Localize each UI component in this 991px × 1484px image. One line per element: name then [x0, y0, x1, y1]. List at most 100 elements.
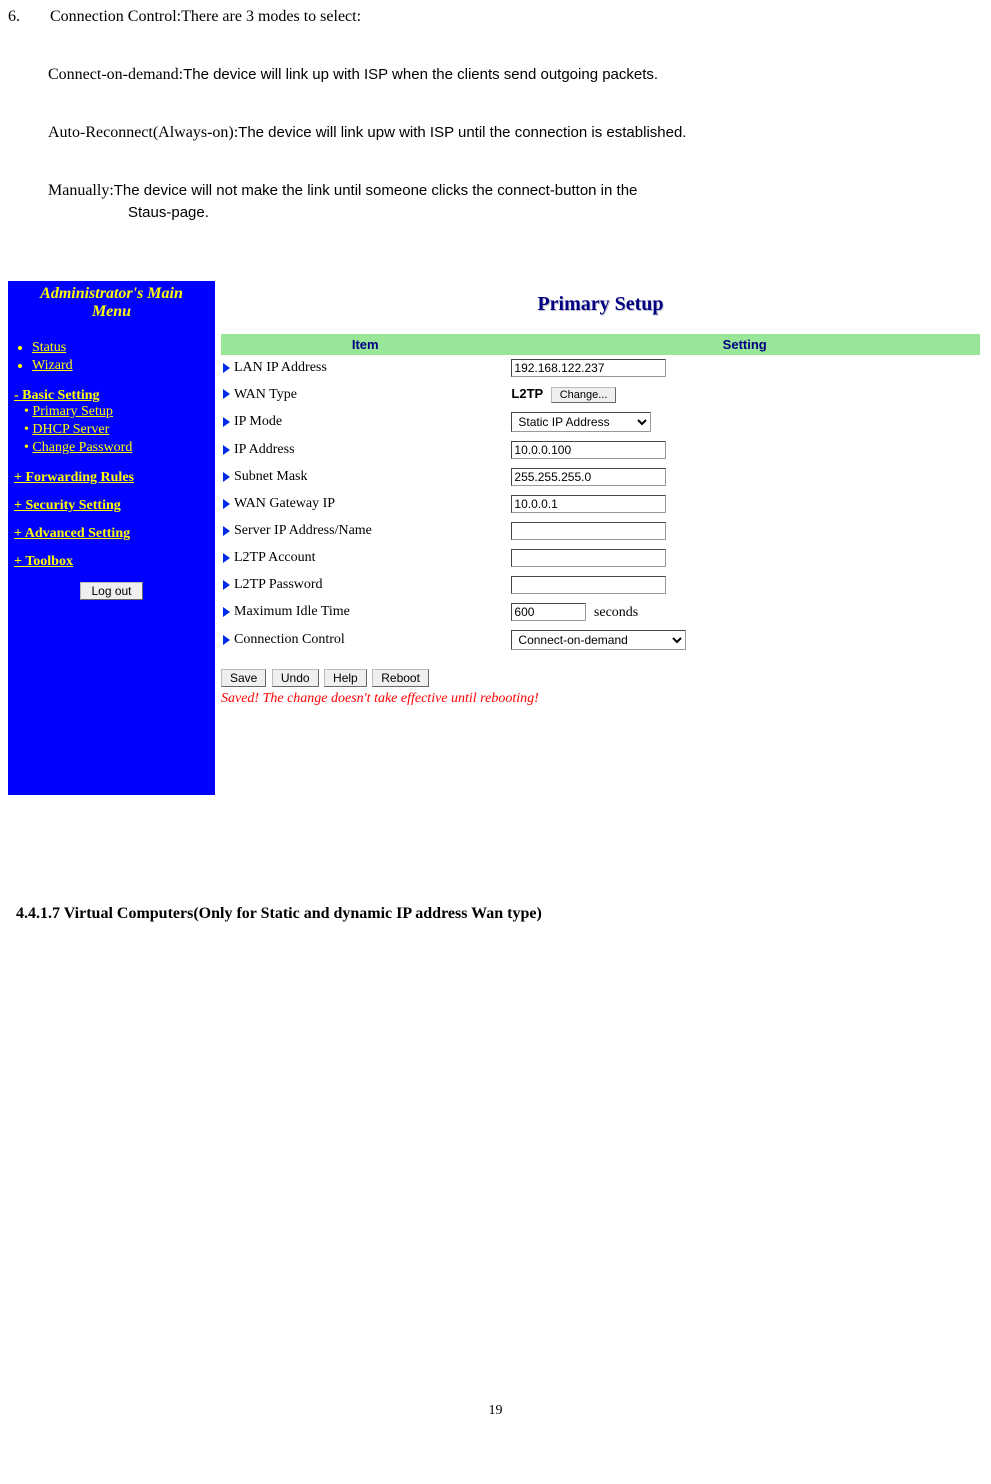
settings-table: Item Setting LAN IP Address WAN Type L2T… — [221, 334, 980, 655]
max-idle-input[interactable] — [511, 603, 586, 621]
wan-gateway-label-cell: WAN Gateway IP — [221, 491, 509, 518]
ip-address-value-cell — [509, 437, 980, 464]
ip-address-input[interactable] — [511, 441, 666, 459]
lan-ip-input[interactable] — [511, 359, 666, 377]
arrow-icon — [223, 445, 230, 455]
sidebar-basic-sublist: Primary Setup DHCP Server Change Passwor… — [24, 404, 209, 456]
doc-mode2: Auto-Reconnect(Always-on):The device wil… — [48, 124, 983, 142]
wizard-link[interactable]: Wizard — [32, 358, 73, 373]
l2tp-account-input[interactable] — [511, 549, 666, 567]
advanced-setting-link[interactable]: + Advanced Setting — [14, 526, 130, 541]
doc-mode1: Connect-on-demand:The device will link u… — [48, 66, 983, 84]
conn-control-label: Connection Control — [234, 632, 345, 647]
help-button[interactable]: Help — [324, 669, 367, 687]
sidebar-item-change-password: Change Password — [24, 440, 209, 456]
doc-mode3: Manually:The device will not make the li… — [48, 182, 983, 200]
l2tp-account-label-cell: L2TP Account — [221, 545, 509, 572]
subnet-mask-label: Subnet Mask — [234, 469, 308, 484]
l2tp-password-label: L2TP Password — [234, 577, 323, 592]
doc-text-block: 6. Connection Control:There are 3 modes … — [8, 8, 983, 221]
row-l2tp-account: L2TP Account — [221, 545, 980, 572]
row-conn-control: Connection Control Connect-on-demand — [221, 626, 980, 655]
l2tp-password-input[interactable] — [511, 576, 666, 594]
max-idle-suffix: seconds — [594, 605, 638, 620]
sidebar-title-line1: Administrator's Main — [40, 285, 183, 302]
wan-gateway-input[interactable] — [511, 495, 666, 513]
server-ip-input[interactable] — [511, 522, 666, 540]
page-title: Primary Setup — [221, 293, 980, 316]
subnet-mask-label-cell: Subnet Mask — [221, 464, 509, 491]
undo-button[interactable]: Undo — [272, 669, 319, 687]
admin-sidebar: Administrator's Main Menu Status Wizard … — [8, 281, 215, 795]
sidebar-item-dhcp-server: DHCP Server — [24, 422, 209, 438]
arrow-icon — [223, 526, 230, 536]
server-ip-label: Server IP Address/Name — [234, 523, 372, 538]
doc-item-6: 6. Connection Control:There are 3 modes … — [8, 8, 983, 26]
sidebar-security-setting: + Security Setting — [14, 498, 209, 514]
max-idle-label: Maximum Idle Time — [234, 604, 350, 619]
save-button[interactable]: Save — [221, 669, 266, 687]
sidebar-item-status: Status — [32, 340, 209, 356]
status-link[interactable]: Status — [32, 340, 66, 355]
lan-ip-label-cell: LAN IP Address — [221, 355, 509, 382]
logout-button[interactable]: Log out — [80, 582, 142, 600]
table-header-row: Item Setting — [221, 334, 980, 355]
security-setting-link[interactable]: + Security Setting — [14, 498, 121, 513]
wan-type-value-cell: L2TP Change... — [509, 382, 980, 408]
wan-gateway-value-cell — [509, 491, 980, 518]
ip-mode-label: IP Mode — [234, 414, 282, 429]
server-ip-value-cell — [509, 518, 980, 545]
sidebar-top-list: Status Wizard — [32, 340, 209, 374]
doc-item-text: There are 3 modes to select: — [181, 8, 361, 25]
doc-item-number: 6. — [8, 8, 46, 26]
toolbox-link[interactable]: + Toolbox — [14, 554, 73, 569]
basic-setting-link[interactable]: - Basic Setting — [14, 388, 100, 403]
arrow-icon — [223, 417, 230, 427]
arrow-icon — [223, 635, 230, 645]
arrow-icon — [223, 499, 230, 509]
col-setting: Setting — [509, 334, 980, 355]
wan-gateway-label: WAN Gateway IP — [234, 496, 335, 511]
server-ip-label-cell: Server IP Address/Name — [221, 518, 509, 545]
doc-item-label: Connection Control: — [50, 8, 181, 25]
reboot-button[interactable]: Reboot — [372, 669, 429, 687]
lan-ip-value-cell — [509, 355, 980, 382]
max-idle-label-cell: Maximum Idle Time — [221, 599, 509, 626]
sidebar-item-wizard: Wizard — [32, 358, 209, 374]
l2tp-password-value-cell — [509, 572, 980, 599]
save-message: Saved! The change doesn't take effective… — [221, 691, 980, 707]
arrow-icon — [223, 472, 230, 482]
change-password-link[interactable]: Change Password — [32, 440, 132, 455]
page-number: 19 — [8, 1403, 983, 1419]
change-wan-type-button[interactable]: Change... — [551, 387, 617, 403]
sidebar-forwarding-rules: + Forwarding Rules — [14, 470, 209, 486]
primary-setup-link[interactable]: Primary Setup — [32, 404, 113, 419]
col-item: Item — [221, 334, 509, 355]
row-wan-type: WAN Type L2TP Change... — [221, 382, 980, 408]
lan-ip-label: LAN IP Address — [234, 360, 327, 375]
ip-mode-label-cell: IP Mode — [221, 408, 509, 437]
conn-control-select[interactable]: Connect-on-demand — [511, 630, 686, 650]
ip-mode-select[interactable]: Static IP Address — [511, 412, 651, 432]
ip-mode-value-cell: Static IP Address — [509, 408, 980, 437]
row-max-idle: Maximum Idle Time seconds — [221, 599, 980, 626]
forwarding-rules-link[interactable]: + Forwarding Rules — [14, 470, 134, 485]
wan-type-value: L2TP — [511, 386, 543, 401]
doc-mode3-label: Manually: — [48, 182, 114, 199]
subnet-mask-input[interactable] — [511, 468, 666, 486]
arrow-icon — [223, 607, 230, 617]
ip-address-label: IP Address — [234, 442, 295, 457]
subnet-mask-value-cell — [509, 464, 980, 491]
row-l2tp-password: L2TP Password — [221, 572, 980, 599]
main-panel: Primary Setup Item Setting LAN IP Addres… — [215, 281, 986, 795]
dhcp-server-link[interactable]: DHCP Server — [32, 422, 109, 437]
doc-mode2-text: The device will link upw with ISP until … — [238, 124, 686, 141]
doc-mode2-label: Auto-Reconnect(Always-on): — [48, 124, 238, 141]
l2tp-account-label: L2TP Account — [234, 550, 316, 565]
l2tp-account-value-cell — [509, 545, 980, 572]
doc-mode1-label: Connect-on-demand: — [48, 66, 183, 83]
sidebar-advanced-setting: + Advanced Setting — [14, 526, 209, 542]
buttons-row: Save Undo Help Reboot — [221, 669, 980, 687]
max-idle-value-cell: seconds — [509, 599, 980, 626]
wan-type-label-cell: WAN Type — [221, 382, 509, 408]
